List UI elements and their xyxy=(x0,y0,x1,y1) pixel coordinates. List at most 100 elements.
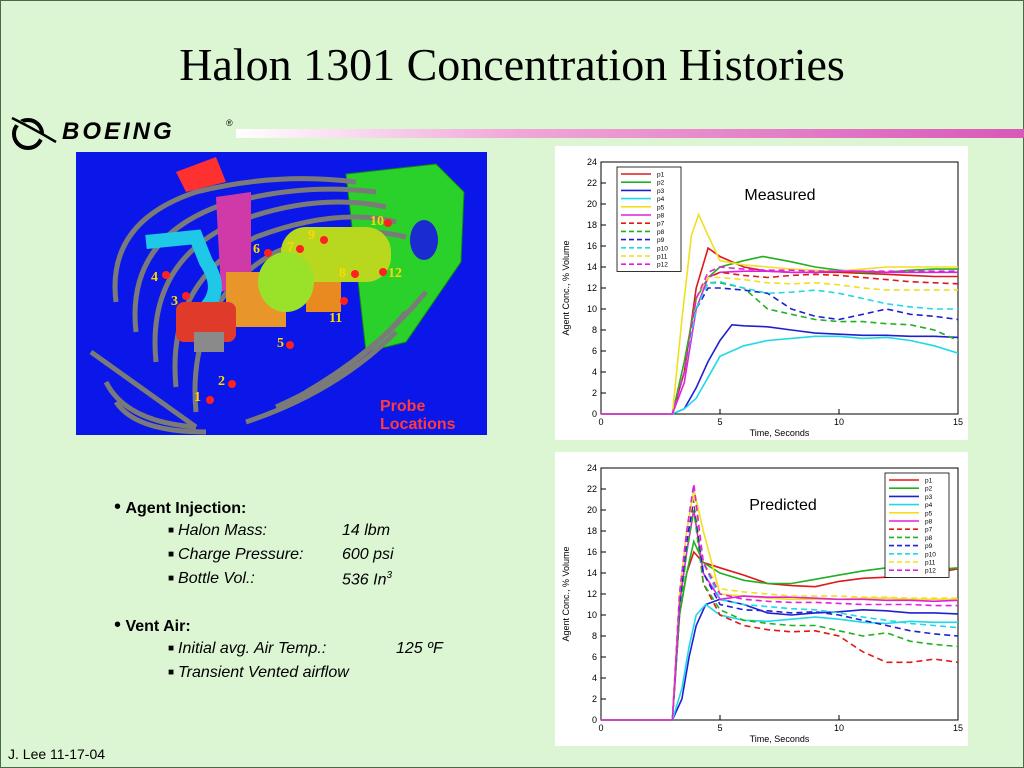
series-line-p3 xyxy=(601,323,959,415)
legend-label: p8 xyxy=(657,213,665,220)
y-tick-label: 10 xyxy=(587,610,597,620)
probe-label-11: 11 xyxy=(329,311,343,326)
halon-mass-value: 14 lbm xyxy=(342,522,391,539)
series-line-p12 xyxy=(601,266,958,415)
legend-label: p8 xyxy=(925,519,933,526)
y-tick-label: 14 xyxy=(587,262,597,272)
y-tick-label: 2 xyxy=(592,694,597,704)
y-tick-label: 8 xyxy=(592,631,597,641)
sub-bullet-halon-mass: ■ Halon Mass: xyxy=(168,522,267,539)
legend-box xyxy=(616,166,682,272)
x-tick-label: 10 xyxy=(834,723,844,733)
y-tick-label: 4 xyxy=(592,367,597,377)
y-tick-label: 18 xyxy=(587,526,597,536)
y-axis-label: Agent Conc., % Volume xyxy=(561,546,571,641)
sub-bullet-charge-pressure: ■ Charge Pressure: xyxy=(168,546,304,563)
model-caption: Probe Locations xyxy=(380,398,456,433)
y-tick-label: 6 xyxy=(592,346,597,356)
legend-label: p3 xyxy=(925,494,933,501)
legend-label: p2 xyxy=(925,486,933,493)
sub-bullet-air-temp: ■ Initial avg. Air Temp.: xyxy=(168,640,327,657)
probe-label-2: 2 xyxy=(218,374,225,389)
legend-label: p4 xyxy=(657,196,665,203)
y-tick-label: 16 xyxy=(587,241,597,251)
aircraft-bay-model-icon xyxy=(89,157,465,435)
y-tick-label: 12 xyxy=(587,283,597,293)
series-line-p5 xyxy=(601,488,958,721)
series-line-p11 xyxy=(601,494,958,721)
probe-label-8: 8 xyxy=(339,266,346,281)
series-line-p10 xyxy=(601,280,958,415)
bottle-vol-name: Bottle Vol.: xyxy=(178,570,255,587)
bullet-vent-air-label: Vent Air: xyxy=(125,618,191,635)
y-tick-label: 4 xyxy=(592,673,597,683)
brand-name: BOEING xyxy=(62,118,175,145)
boeing-logo-icon xyxy=(8,115,58,150)
y-tick-label: 22 xyxy=(587,178,597,188)
probe-label-7: 7 xyxy=(287,240,294,255)
legend-label: p5 xyxy=(925,510,933,517)
legend-label: p1 xyxy=(657,172,665,179)
y-tick-label: 20 xyxy=(587,505,597,515)
series-line-p8 xyxy=(601,270,958,415)
legend-box xyxy=(884,472,950,578)
series-line-p3 xyxy=(601,598,959,721)
x-axis-label: Time, Seconds xyxy=(750,734,810,744)
y-tick-label: 20 xyxy=(587,199,597,209)
air-temp-name: Initial avg. Air Temp.: xyxy=(178,640,327,657)
legend-label: p5 xyxy=(657,204,665,211)
probe-label-10: 10 xyxy=(370,214,384,229)
y-tick-label: 24 xyxy=(587,463,597,473)
y-tick-label: 0 xyxy=(592,409,597,419)
series-line-p12 xyxy=(601,483,958,721)
series-line-p2 xyxy=(601,255,958,415)
y-tick-label: 12 xyxy=(587,589,597,599)
probe-label-6: 6 xyxy=(253,242,260,257)
x-tick-label: 0 xyxy=(598,723,603,733)
footer-author-date: J. Lee 11-17-04 xyxy=(8,746,106,762)
bullet-vent-air: • Vent Air: xyxy=(114,614,191,636)
probe-label-3: 3 xyxy=(171,294,178,309)
legend-label: p4 xyxy=(925,502,933,509)
charge-pressure-name: Charge Pressure: xyxy=(178,546,304,563)
legend-label: p3 xyxy=(657,188,665,195)
series-line-p9 xyxy=(601,287,959,415)
bullet-agent-injection-label: Agent Injection: xyxy=(125,500,247,517)
legend-label: p1 xyxy=(925,478,933,485)
legend-label: p7 xyxy=(657,221,665,228)
legend-label: p9 xyxy=(925,543,933,550)
probe-label-4: 4 xyxy=(151,270,158,285)
probe-label-12: 12 xyxy=(388,266,402,281)
x-tick-label: 0 xyxy=(598,417,603,427)
legend-label: p8 xyxy=(657,229,665,236)
legend-label: p12 xyxy=(657,262,668,269)
sub-bullet-bottle-vol: ■ Bottle Vol.: xyxy=(168,570,255,587)
y-tick-label: 6 xyxy=(592,652,597,662)
chart-title: Predicted xyxy=(749,497,817,514)
legend-label: p7 xyxy=(925,527,933,534)
legend-label: p12 xyxy=(925,568,936,575)
probe-location-model: 1 2 3 4 5 6 7 8 9 10 11 12 Probe Locatio… xyxy=(76,152,487,435)
bottle-vol-value: 536 In xyxy=(342,571,387,589)
legend-label: p11 xyxy=(657,254,668,261)
chart-title: Measured xyxy=(744,187,815,204)
legend-label: p9 xyxy=(657,237,665,244)
series-line-p4 xyxy=(601,603,958,721)
legend-label: p11 xyxy=(925,560,936,567)
halon-mass-name: Halon Mass: xyxy=(178,522,267,539)
probe-label-1: 1 xyxy=(194,390,201,405)
legend-label: p8 xyxy=(925,535,933,542)
y-tick-label: 18 xyxy=(587,220,597,230)
registered-mark-icon: ® xyxy=(226,118,233,128)
x-tick-label: 10 xyxy=(834,417,844,427)
y-tick-label: 2 xyxy=(592,388,597,398)
legend-label: p2 xyxy=(657,180,665,187)
series-line-p4 xyxy=(601,335,959,415)
y-tick-label: 14 xyxy=(587,568,597,578)
series-group xyxy=(601,483,959,721)
air-temp-value: 125 ºF xyxy=(396,640,443,657)
y-tick-label: 24 xyxy=(587,157,597,167)
y-tick-label: 0 xyxy=(592,715,597,725)
